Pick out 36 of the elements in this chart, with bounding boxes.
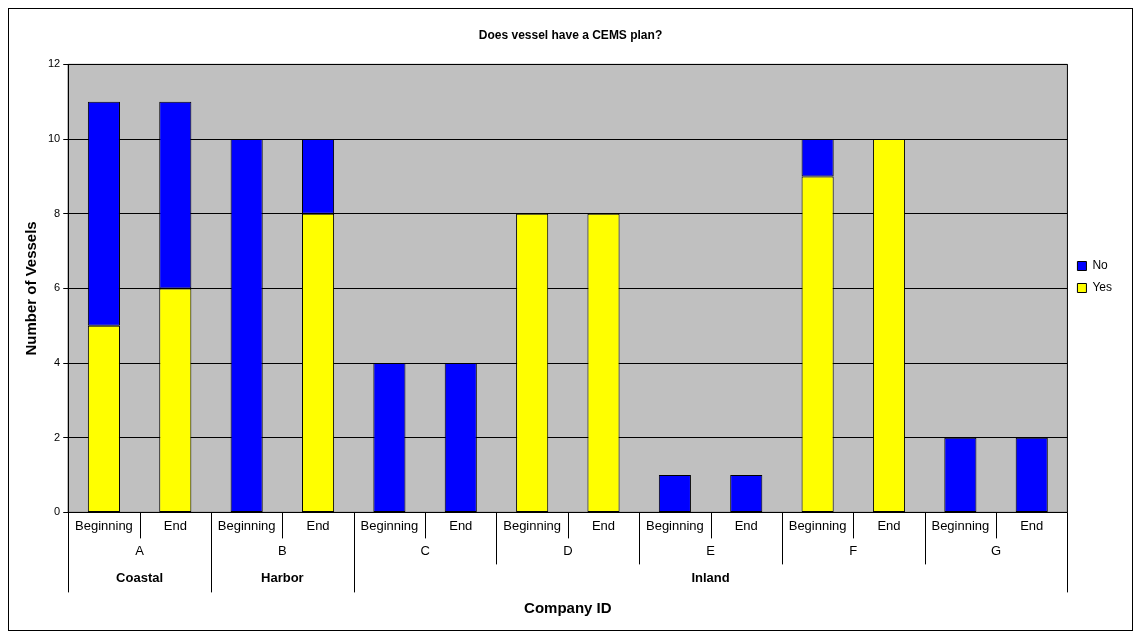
y-tick-label: 10 xyxy=(47,132,61,145)
y-tick-label: 2 xyxy=(54,430,61,443)
text: A xyxy=(135,542,145,558)
x-tick-label: Beginning xyxy=(931,517,990,533)
y-tick-label: 0 xyxy=(54,505,61,518)
text: E xyxy=(706,542,716,558)
y-tick-label: 8 xyxy=(54,206,61,219)
x-tick-label: Beginning xyxy=(75,517,133,533)
legend-label: No xyxy=(1092,258,1109,273)
x-tick-label: End xyxy=(734,517,758,533)
x-tick-label: End xyxy=(591,517,616,533)
x-tick-label: End xyxy=(877,517,901,533)
x-tick-label: Beginning xyxy=(645,517,704,533)
x-tick-label: End xyxy=(306,517,330,533)
y-axis-title: Number of Vessels xyxy=(22,221,40,356)
chart-title: Does vessel have a CEMS plan? xyxy=(478,27,663,42)
x-tick-label: Beginning xyxy=(217,517,276,533)
x-tick-label: Beginning xyxy=(360,517,419,533)
text: F xyxy=(849,542,858,558)
x-tick-label: Beginning xyxy=(788,517,847,533)
x-tick-label: End xyxy=(449,517,473,533)
text: D xyxy=(563,542,573,558)
y-tick-label: 12 xyxy=(47,57,61,70)
text: G xyxy=(990,542,1002,558)
x-axis-title: Company ID xyxy=(524,598,612,616)
x-tick-label: End xyxy=(1020,517,1044,533)
text: Coastal xyxy=(116,569,164,585)
x-tick-label: Beginning xyxy=(503,517,562,533)
text: B xyxy=(278,542,287,558)
y-tick-label: 6 xyxy=(54,281,61,294)
text: Harbor xyxy=(261,569,304,585)
legend-label: Yes xyxy=(1092,280,1112,295)
y-tick-label: 4 xyxy=(54,356,61,369)
text: C xyxy=(420,542,430,558)
x-tick-label: End xyxy=(163,517,187,533)
text: Inland xyxy=(691,569,730,585)
